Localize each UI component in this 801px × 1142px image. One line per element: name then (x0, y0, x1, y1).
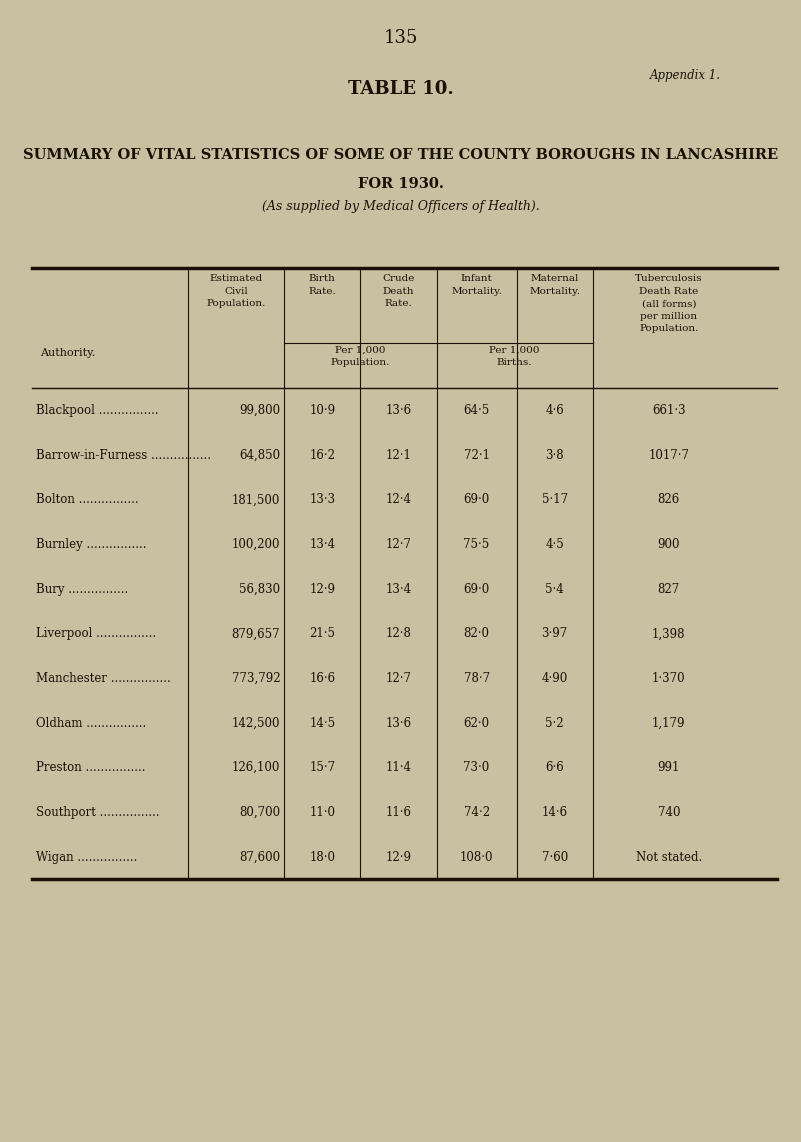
Text: 13·3: 13·3 (309, 493, 336, 506)
Text: 4·90: 4·90 (541, 671, 568, 685)
Text: 181,500: 181,500 (232, 493, 280, 506)
Text: 12·7: 12·7 (385, 671, 412, 685)
Text: Infant
Mortality.: Infant Mortality. (451, 274, 502, 296)
Text: 69·0: 69·0 (464, 582, 489, 596)
Text: 12·9: 12·9 (309, 582, 336, 596)
Text: 126,100: 126,100 (232, 762, 280, 774)
Text: 12·7: 12·7 (385, 538, 412, 552)
Text: 13·4: 13·4 (309, 538, 336, 552)
Text: Appendix 1.: Appendix 1. (650, 69, 721, 81)
Text: 13·4: 13·4 (385, 582, 412, 596)
Text: Estimated
Civil
Population.: Estimated Civil Population. (207, 274, 266, 308)
Text: Bury ................: Bury ................ (36, 582, 128, 596)
Text: 11·0: 11·0 (309, 806, 336, 819)
Text: 108·0: 108·0 (460, 851, 493, 863)
Text: 1,179: 1,179 (652, 716, 686, 730)
Text: 73·0: 73·0 (464, 762, 489, 774)
Text: 62·0: 62·0 (464, 716, 489, 730)
Text: 14·6: 14·6 (541, 806, 568, 819)
Text: 64·5: 64·5 (464, 404, 489, 417)
Text: 142,500: 142,500 (231, 716, 280, 730)
Text: 21·5: 21·5 (309, 627, 336, 641)
Text: Manchester ................: Manchester ................ (36, 671, 171, 685)
Text: Blackpool ................: Blackpool ................ (36, 404, 159, 417)
Text: FOR 1930.: FOR 1930. (357, 177, 444, 191)
Text: Tuberculosis
Death Rate
(all forms)
per million
Population.: Tuberculosis Death Rate (all forms) per … (635, 274, 702, 333)
Text: 69·0: 69·0 (464, 493, 489, 506)
Text: 12·9: 12·9 (385, 851, 412, 863)
Text: Birth
Rate.: Birth Rate. (308, 274, 336, 296)
Text: 100,200: 100,200 (231, 538, 280, 552)
Text: 827: 827 (658, 582, 680, 596)
Text: 10·9: 10·9 (309, 404, 336, 417)
Text: 14·5: 14·5 (309, 716, 336, 730)
Text: 99,800: 99,800 (239, 404, 280, 417)
Text: 773,792: 773,792 (231, 671, 280, 685)
Text: TABLE 10.: TABLE 10. (348, 80, 453, 98)
Text: 661·3: 661·3 (652, 404, 686, 417)
Text: 12·1: 12·1 (385, 449, 412, 461)
Text: 1,398: 1,398 (652, 627, 686, 641)
Text: 87,600: 87,600 (239, 851, 280, 863)
Text: 5·4: 5·4 (545, 582, 564, 596)
Text: 3·97: 3·97 (541, 627, 568, 641)
Text: Burnley ................: Burnley ................ (36, 538, 147, 552)
Text: Southport ................: Southport ................ (36, 806, 159, 819)
Text: SUMMARY OF VITAL STATISTICS OF SOME OF THE COUNTY BOROUGHS IN LANCASHIRE: SUMMARY OF VITAL STATISTICS OF SOME OF T… (23, 148, 778, 162)
Text: 16·6: 16·6 (309, 671, 336, 685)
Text: 74·2: 74·2 (464, 806, 489, 819)
Text: Oldham ................: Oldham ................ (36, 716, 147, 730)
Text: 80,700: 80,700 (239, 806, 280, 819)
Text: 826: 826 (658, 493, 680, 506)
Text: Maternal
Mortality.: Maternal Mortality. (529, 274, 580, 296)
Text: 11·4: 11·4 (385, 762, 412, 774)
Text: 18·0: 18·0 (309, 851, 336, 863)
Text: 64,850: 64,850 (239, 449, 280, 461)
Text: Barrow-in-Furness ................: Barrow-in-Furness ................ (36, 449, 211, 461)
Text: 7·60: 7·60 (541, 851, 568, 863)
Text: 135: 135 (384, 29, 417, 47)
Text: 879,657: 879,657 (231, 627, 280, 641)
Text: Liverpool ................: Liverpool ................ (36, 627, 156, 641)
Text: (As supplied by Medical Officers of Health).: (As supplied by Medical Officers of Heal… (262, 200, 539, 212)
Text: 4·5: 4·5 (545, 538, 564, 552)
Text: 78·7: 78·7 (464, 671, 489, 685)
Text: 16·2: 16·2 (309, 449, 336, 461)
Text: 5·2: 5·2 (545, 716, 564, 730)
Text: 13·6: 13·6 (385, 404, 412, 417)
Text: 991: 991 (658, 762, 680, 774)
Text: Per 1,000
Births.: Per 1,000 Births. (489, 346, 540, 367)
Text: 5·17: 5·17 (541, 493, 568, 506)
Text: 15·7: 15·7 (309, 762, 336, 774)
Text: 72·1: 72·1 (464, 449, 489, 461)
Text: Wigan ................: Wigan ................ (36, 851, 138, 863)
Text: Per 1,000
Population.: Per 1,000 Population. (331, 346, 390, 367)
Text: 1·370: 1·370 (652, 671, 686, 685)
Text: 4·6: 4·6 (545, 404, 564, 417)
Text: 900: 900 (658, 538, 680, 552)
Text: 56,830: 56,830 (239, 582, 280, 596)
Text: Not stated.: Not stated. (636, 851, 702, 863)
Text: 82·0: 82·0 (464, 627, 489, 641)
Text: 11·6: 11·6 (385, 806, 412, 819)
Text: 3·8: 3·8 (545, 449, 564, 461)
Text: 13·6: 13·6 (385, 716, 412, 730)
Text: 12·4: 12·4 (385, 493, 412, 506)
Text: 1017·7: 1017·7 (648, 449, 690, 461)
Text: Preston ................: Preston ................ (36, 762, 146, 774)
Text: Authority.: Authority. (40, 348, 95, 359)
Text: 740: 740 (658, 806, 680, 819)
Text: 75·5: 75·5 (464, 538, 489, 552)
Text: Bolton ................: Bolton ................ (36, 493, 139, 506)
Text: Crude
Death
Rate.: Crude Death Rate. (382, 274, 415, 308)
Text: 6·6: 6·6 (545, 762, 564, 774)
Text: 12·8: 12·8 (385, 627, 412, 641)
